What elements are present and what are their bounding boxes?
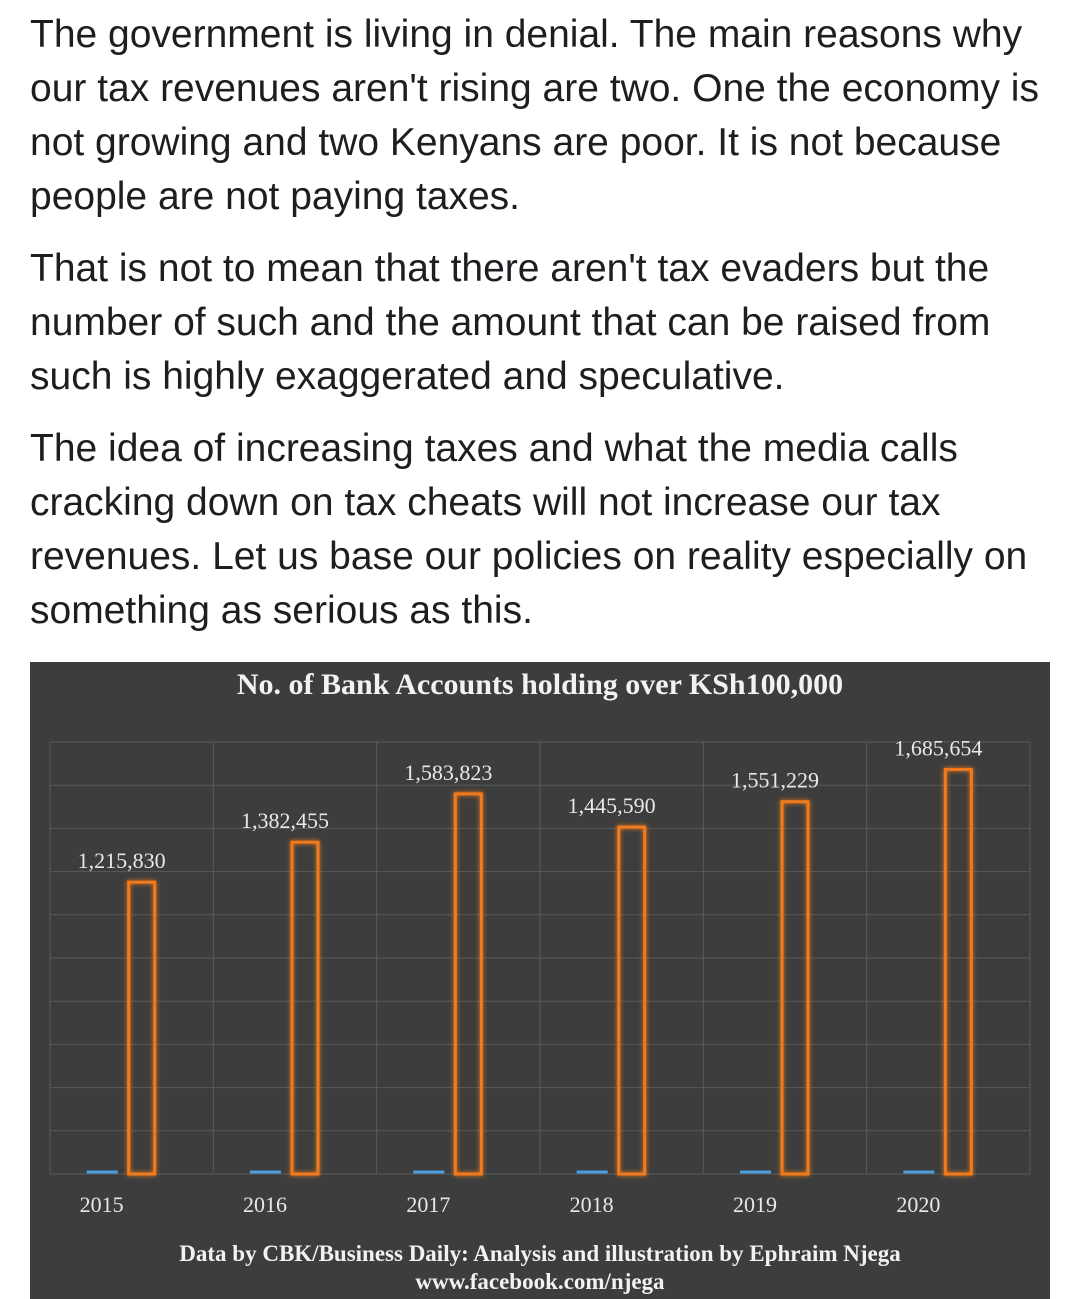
bar-2015 [127,880,157,1176]
x-tick-2020: 2020 [896,1192,940,1217]
bar-2016 [290,840,320,1176]
bar-2020 [943,767,973,1176]
x-tick-2017: 2017 [406,1192,450,1217]
chart-bars [86,767,973,1176]
x-tick-2019: 2019 [733,1192,777,1217]
bar-2018 [617,825,647,1176]
data-label-2018: 1,445,590 [568,793,656,818]
x-tick-2016: 2016 [243,1192,287,1217]
data-label-2015: 1,215,830 [78,848,166,873]
data-label-2017: 1,583,823 [404,760,492,785]
post-paragraph-3: The idea of increasing taxes and what th… [30,427,1028,632]
footer-url[interactable]: www.facebook.com/njega [415,1269,665,1294]
bar-chart: 1,215,830 2015 1,382,455 2016 1,583,823 2017 1… [49,735,1031,1217]
x-tick-2015: 2015 [80,1192,124,1217]
post-paragraph-1: The government is living in denial. The … [30,13,1039,218]
chart-labels: 1,215,830 2015 1,382,455 2016 1,583,823 2017 1… [78,735,983,1217]
chart-title: No. of Bank Accounts holding over KSh100… [236,668,844,701]
footer-credit: Data by CBK/Business Daily: Analysis and… [179,1241,901,1266]
bar-2019 [780,800,810,1176]
chart-footer: Data by CBK/Business Daily: Analysis and… [30,1240,1050,1296]
data-label-2019: 1,551,229 [731,768,819,793]
chart-grid [49,741,1031,1175]
x-tick-2018: 2018 [570,1192,614,1217]
chart-image[interactable]: 1,215,830 2015 1,382,455 2016 1,583,823 2017 1… [30,662,1050,1299]
post-text: The government is living in denial. The … [30,8,1060,656]
data-label-2020: 1,685,654 [894,735,982,760]
post-paragraph-2: That is not to mean that there aren't ta… [30,247,991,398]
data-label-2016: 1,382,455 [241,808,329,833]
bar-2017 [453,792,483,1176]
